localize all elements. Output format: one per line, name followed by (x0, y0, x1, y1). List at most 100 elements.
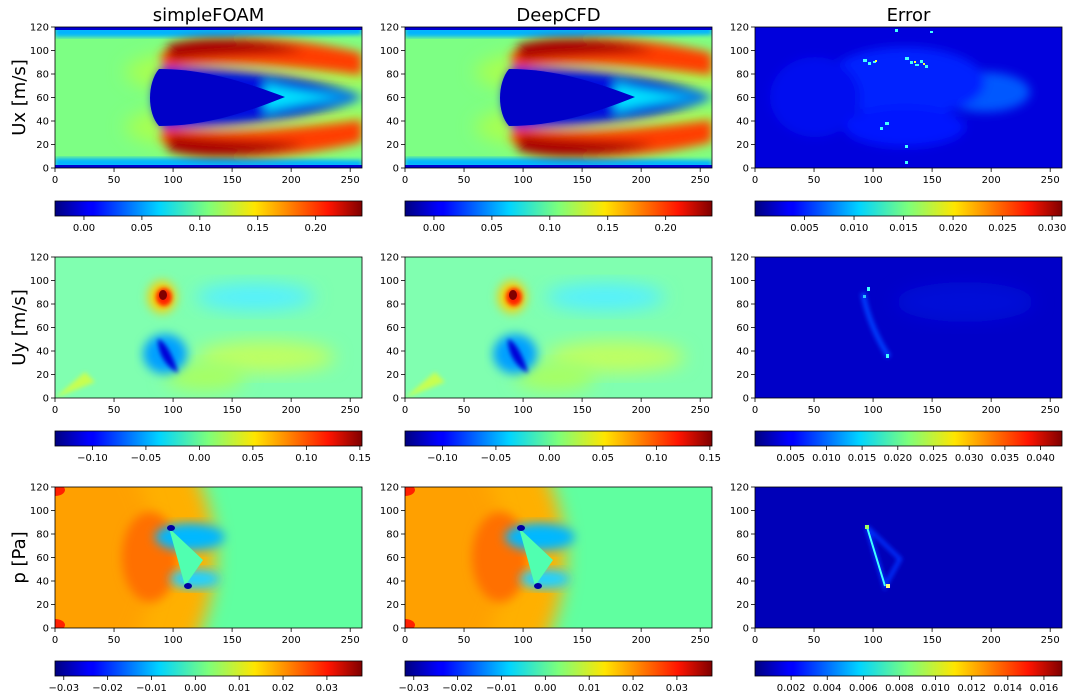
y-tick-label: 60 (736, 553, 749, 564)
y-tick-label: 20 (386, 370, 399, 381)
x-tick-label: 150 (573, 405, 592, 416)
y-tick-label: 20 (386, 600, 399, 611)
colorbar-ux-error: 0.005 0.010 0.015 0.020 0.025 0.030 (754, 200, 1067, 234)
x-tick-label: 150 (223, 405, 242, 416)
colorbar-tick-label: 0.00 (188, 453, 210, 464)
x-tick-label: 250 (1041, 405, 1060, 416)
colorbar-tick-label: 0.025 (919, 453, 948, 464)
x-tick-label: 0 (752, 405, 758, 416)
y-tick-label: 120 (380, 253, 399, 264)
y-tick-label: 0 (393, 394, 399, 405)
y-tick-label: 20 (36, 140, 49, 151)
y-tick-label: 0 (393, 624, 399, 635)
colorbar-tick-label: 0.00 (73, 223, 95, 234)
colorbar-tick-label: 0.10 (189, 223, 211, 234)
x-tick-label: 200 (632, 635, 651, 646)
colorbar-tick-label: 0.030 (1038, 223, 1067, 234)
colorbar-tick-label: −0.02 (442, 683, 473, 694)
x-tick-label: 50 (108, 635, 121, 646)
y-tick-label: 60 (736, 323, 749, 334)
colorbar-tick-label: 0.015 (848, 453, 877, 464)
y-tick-label: 80 (736, 530, 749, 541)
y-tick-label: 0 (743, 624, 749, 635)
y-tick-label: 0 (43, 164, 49, 175)
colorbar-tick-label: 0.025 (988, 223, 1017, 234)
x-tick-label: 200 (282, 175, 301, 186)
heatmap-uy-error (755, 257, 1062, 398)
x-tick-label: 100 (864, 635, 883, 646)
colorbar-tick-label: 0.01 (578, 683, 600, 694)
colorbar-tick-label: 0.00 (538, 453, 560, 464)
y-tick-label: 20 (36, 370, 49, 381)
x-tick-label: 50 (108, 175, 121, 186)
y-tick-label: 100 (380, 276, 399, 287)
y-tick-label: 100 (380, 46, 399, 57)
x-tick-label: 200 (632, 175, 651, 186)
x-tick-label: 50 (808, 635, 821, 646)
x-tick-label: 200 (282, 635, 301, 646)
y-tick-label: 0 (43, 624, 49, 635)
y-tick-label: 40 (736, 347, 749, 358)
row-label-ux: Ux [m/s] (9, 59, 30, 136)
colorbar-ux-simplefoam: 0.00 0.05 0.10 0.15 0.20 (54, 200, 363, 234)
y-tick-label: 120 (730, 23, 749, 34)
colorbar-tick-label: 0.15 (597, 223, 619, 234)
x-tick-label: 200 (982, 635, 1001, 646)
colorbar-tick-label: −0.05 (481, 453, 512, 464)
y-tick-label: 100 (380, 506, 399, 517)
colorbar-tick-label: 0.05 (131, 223, 153, 234)
y-tick-label: 0 (393, 164, 399, 175)
row-label-p: p [Pa] (9, 531, 30, 583)
x-tick-label: 0 (752, 175, 758, 186)
colorbar-tick-label: 0.15 (247, 223, 269, 234)
y-tick-label: 120 (730, 253, 749, 264)
colorbar-tick-label: 0.014 (994, 683, 1023, 694)
y-tick-label: 80 (386, 530, 399, 541)
y-tick-label: 120 (380, 483, 399, 494)
x-tick-label: 150 (573, 635, 592, 646)
heatmap-ux-deepcfd (405, 27, 735, 168)
colorbar-tick-label: 0.10 (295, 453, 317, 464)
colorbar-tick-label: 0.015 (889, 223, 918, 234)
colorbar-tick-label: 0.00 (534, 683, 556, 694)
colorbar-tick-label: 0.016 (1030, 683, 1059, 694)
y-tick-label: 60 (736, 93, 749, 104)
x-tick-label: 100 (514, 175, 533, 186)
x-tick-label: 100 (514, 405, 533, 416)
heatmap-uy-deepcfd (405, 257, 712, 398)
colorbar-tick-label: 0.15 (699, 453, 721, 464)
y-tick-label: 20 (736, 140, 749, 151)
colorbar-tick-label: 0.010 (921, 683, 950, 694)
heatmap-uy-simplefoam (55, 257, 362, 398)
colorbar-tick-label: 0.005 (776, 453, 805, 464)
x-tick-label: 200 (982, 405, 1001, 416)
x-tick-label: 150 (223, 175, 242, 186)
y-tick-label: 60 (386, 553, 399, 564)
y-tick-label: 40 (36, 117, 49, 128)
x-tick-label: 250 (691, 405, 710, 416)
y-tick-label: 40 (36, 577, 49, 588)
y-tick-label: 120 (30, 23, 49, 34)
x-tick-label: 250 (341, 635, 360, 646)
colorbar-tick-label: 0.03 (666, 683, 688, 694)
colorbar-tick-label: −0.10 (427, 453, 458, 464)
y-tick-label: 100 (730, 276, 749, 287)
colorbar-tick-label: 0.008 (885, 683, 914, 694)
y-tick-label: 100 (30, 276, 49, 287)
x-tick-label: 50 (458, 175, 471, 186)
y-tick-label: 80 (36, 70, 49, 81)
y-tick-label: 100 (30, 46, 49, 57)
y-tick-label: 120 (380, 23, 399, 34)
colorbar-tick-label: 0.20 (305, 223, 327, 234)
x-tick-label: 250 (1041, 635, 1060, 646)
panel-ux-deepcfd: 0 50 100 150 200 250 0 20 40 60 80 100 120 (380, 23, 735, 186)
colorbar-tick-label: 0.05 (242, 453, 264, 464)
y-tick-label: 100 (730, 46, 749, 57)
colorbar-tick-label: −0.01 (486, 683, 517, 694)
colorbar-tick-label: 0.030 (955, 453, 984, 464)
x-tick-label: 100 (164, 635, 183, 646)
colorbar-tick-label: 0.012 (957, 683, 986, 694)
colorbar-gradient (404, 200, 713, 217)
colorbar-tick-label: 0.01 (228, 683, 250, 694)
